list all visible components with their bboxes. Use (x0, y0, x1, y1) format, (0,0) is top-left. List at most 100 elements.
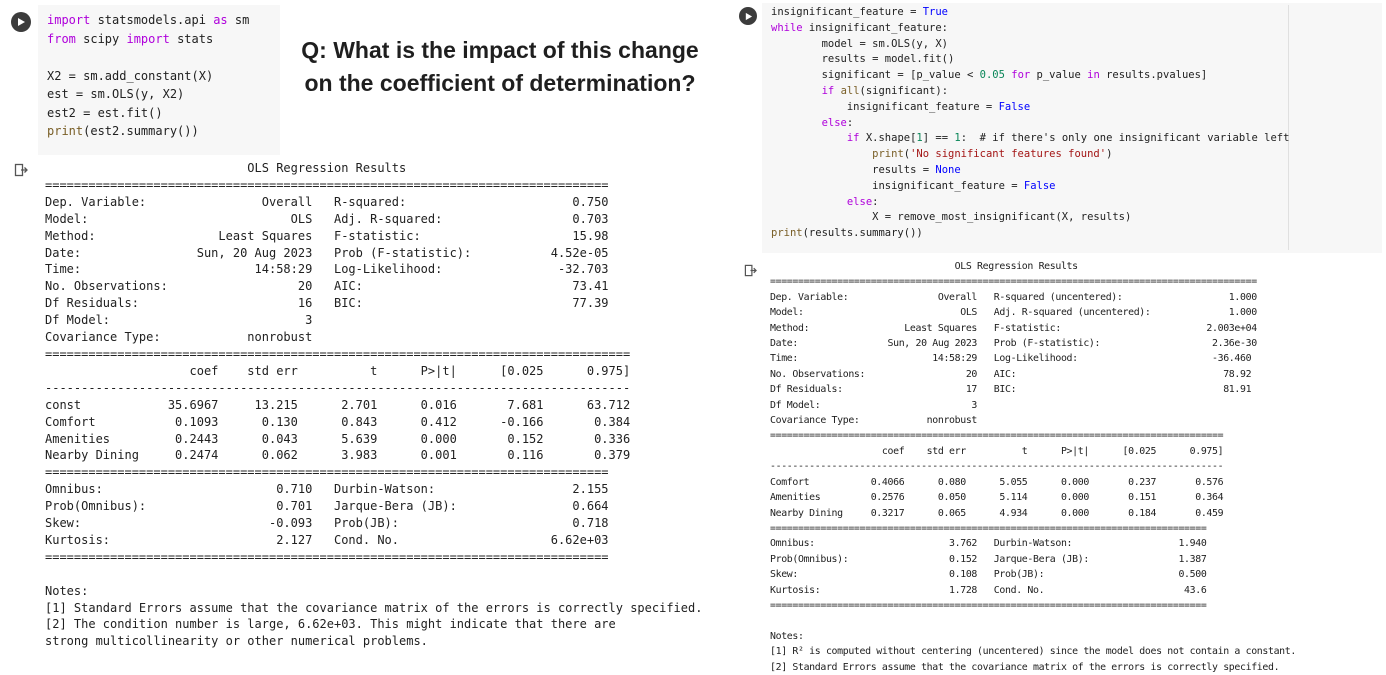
output-line: Notes: (770, 630, 804, 642)
code-line: while insignificant_feature: (771, 21, 1289, 37)
output-line: Date: Sun, 20 Aug 2023 Prob (F-statistic… (770, 338, 1257, 350)
code-line: print(results.summary()) (771, 226, 1289, 242)
output-line: [1] Standard Errors assume that the cova… (45, 600, 703, 615)
left-run-button[interactable] (11, 12, 31, 32)
question-text: Q: What is the impact of this change on … (280, 34, 720, 100)
output-line: OLS Regression Results (770, 261, 1078, 272)
code-token: sm (227, 13, 250, 27)
output-line (770, 613, 1296, 628)
code-token: print (47, 124, 84, 138)
output-line: ========================================… (45, 549, 609, 564)
left-code-cell[interactable] (38, 5, 280, 155)
output-line: ========================================… (45, 465, 609, 480)
output-line: Notes: (45, 583, 89, 598)
output-line: ========================================… (770, 522, 1207, 534)
code-token: insignificant_feature = (771, 6, 923, 18)
code-line (47, 48, 249, 67)
code-token: import (126, 31, 170, 46)
output-line: Kurtosis: 1.728 Cond. No. 43.6 (770, 584, 1207, 596)
code-token: (significant): (859, 84, 949, 97)
code-line: if all(significant): (771, 84, 1289, 100)
code-token (771, 196, 847, 208)
code-token: False (1023, 179, 1056, 192)
code-token: X = remove_most_insignificant(X, results… (771, 211, 1132, 224)
code-token: None (935, 163, 961, 176)
code-token: True (922, 6, 949, 18)
output-line: Method: Least Squares F-statistic: 15.98 (45, 228, 609, 243)
output-line: [2] Standard Errors assume that the cova… (770, 661, 1280, 673)
output-line: Nearby Dining 0.2474 0.062 3.983 0.001 0… (45, 448, 631, 463)
output-line: Covariance Type: nonrobust (45, 330, 313, 345)
code-token: else (821, 116, 847, 129)
code-token: insignificant_feature = (771, 100, 999, 113)
code-token: from (47, 31, 76, 46)
code-line: X2 = sm.add_constant(X) (47, 67, 249, 86)
right-output-icon (744, 264, 757, 281)
code-token: : (846, 116, 854, 129)
output-line (45, 566, 702, 583)
output-line: Df Residuals: 16 BIC: 77.39 (45, 296, 609, 311)
right-code-cell[interactable] (762, 3, 1382, 253)
code-token: est2 = est.fit() (47, 105, 163, 120)
right-run-button[interactable] (739, 7, 757, 25)
question-line1: : What is the impact of this change (319, 37, 699, 63)
code-token: if (846, 132, 860, 145)
output-line: coef std err t P>|t| [0.025 0.975] (770, 445, 1224, 457)
left-output-icon (14, 163, 28, 181)
code-line: significant = [p_value < 0.05 for p_valu… (771, 68, 1289, 84)
code-token: print (872, 148, 904, 161)
output-line: Dep. Variable: Overall R-squared (uncent… (770, 291, 1257, 303)
code-token: in (1087, 69, 1100, 82)
code-token: X2 = sm.add_constant(X) (47, 68, 214, 83)
output-line: Prob(Omnibus): 0.152 Jarque-Bera (JB): 1… (770, 553, 1207, 565)
code-line: if X.shape[1] == 1: # if there's only on… (771, 131, 1290, 147)
output-line: Df Model: 3 (45, 313, 313, 328)
code-token (771, 132, 847, 144)
code-token: ] == (922, 132, 955, 145)
code-line: insignificant_feature = False (771, 100, 1289, 116)
code-line: insignificant_feature = True (771, 5, 1289, 21)
code-token: insignificant_feature = (771, 179, 1024, 192)
code-token: ) (1106, 148, 1113, 161)
code-token: 'No significant features found' (910, 148, 1107, 161)
output-line: [1] R² is computed without centering (un… (770, 646, 1296, 658)
code-token: stats (169, 31, 214, 46)
code-line: print(est2.summary()) (47, 122, 249, 141)
code-token: results = model.fit() (771, 53, 955, 66)
code-line: results = model.fit() (771, 52, 1289, 68)
output-line: Kurtosis: 2.127 Cond. No. 6.62e+03 (45, 532, 609, 547)
code-token: statsmodels.api (90, 13, 214, 27)
code-line: model = sm.OLS(y, X) (771, 37, 1289, 53)
output-line: Dep. Variable: Overall R-squared: 0.750 (45, 194, 609, 209)
left-code-editor[interactable]: import statsmodels.api as sm from scipy i… (47, 11, 249, 141)
code-token: : (872, 195, 879, 208)
output-line: No. Observations: 20 AIC: 78.92 (770, 368, 1252, 380)
code-token: 1 (954, 132, 961, 145)
output-line: Covariance Type: nonrobust (770, 415, 978, 427)
code-token: while (771, 21, 803, 34)
code-token: ( (903, 148, 911, 161)
code-line: X = remove_most_insignificant(X, results… (771, 210, 1289, 226)
right-output-text: OLS Regression Results ==================… (770, 259, 1296, 675)
code-line: results = None (771, 163, 1289, 179)
left-output-text: OLS Regression Results ==================… (45, 160, 702, 650)
output-line: Time: 14:58:29 Log-Likelihood: -32.703 (45, 262, 609, 277)
code-token: as (213, 13, 228, 27)
code-line: print('No significant features found') (771, 147, 1289, 163)
output-line: ========================================… (45, 346, 631, 361)
code-token: all (840, 84, 860, 97)
output-line: ========================================… (45, 177, 609, 192)
output-line: ----------------------------------------… (45, 380, 631, 395)
code-line: est = sm.OLS(y, X2) (47, 85, 249, 104)
output-line: Comfort 0.1093 0.130 0.843 0.412 -0.166 … (45, 414, 631, 429)
right-code-editor[interactable]: insignificant_feature = True while insign… (771, 5, 1289, 242)
output-line: Nearby Dining 0.3217 0.065 4.934 0.000 0… (770, 507, 1224, 519)
output-line: ----------------------------------------… (770, 461, 1224, 473)
output-line: Model: OLS Adj. R-squared: 0.703 (45, 211, 609, 226)
output-line: Amenities 0.2576 0.050 5.114 0.000 0.151… (770, 492, 1224, 504)
code-token (771, 148, 872, 160)
code-token (47, 50, 54, 64)
question-q: Q (301, 37, 320, 63)
output-line: Time: 14:58:29 Log-Likelihood: -36.460 (770, 353, 1252, 365)
output-line: Prob(Omnibus): 0.701 Jarque-Bera (JB): 0… (45, 499, 609, 514)
